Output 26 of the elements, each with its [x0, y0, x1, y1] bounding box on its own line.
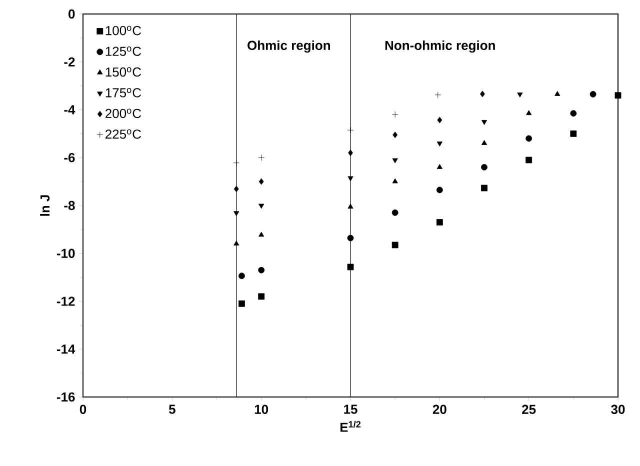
legend-label: 225$^{o}$C: [106, 129, 142, 139]
legend-label: 100$^{o}$C: [106, 26, 142, 36]
legend-label: 125$^{o}$C: [106, 46, 142, 56]
x-axis-title: E$^{1/2}$: [340, 420, 361, 432]
x-tick-label: 25: [522, 404, 536, 414]
legend-label: 150$^{o}$C: [106, 67, 142, 77]
y-tick-label: -12: [56, 296, 75, 306]
y-axis-title: ln J: [40, 195, 50, 216]
annotation: Ohmic region: [248, 40, 330, 53]
legend-label: 200$^{o}$C: [106, 108, 142, 118]
x-tick-label: 20: [432, 404, 446, 414]
x-tick-label: 5: [168, 404, 176, 414]
y-tick-label: -4: [64, 105, 76, 114]
x-tick-label: 0: [80, 404, 86, 414]
annotation: Non-ohmic region: [385, 40, 495, 53]
y-tick-label: -6: [64, 153, 75, 162]
y-tick-label: 0: [68, 9, 75, 19]
y-tick-label: -10: [56, 248, 75, 258]
x-tick-label: 10: [254, 404, 268, 414]
y-tick-label: -2: [64, 57, 75, 66]
y-tick-label: -14: [56, 344, 76, 354]
y-tick-label: -16: [56, 392, 75, 402]
legend-label: 175$^{o}$C: [106, 88, 142, 98]
x-tick-label: 30: [611, 404, 625, 414]
y-tick-label: -8: [64, 200, 75, 210]
x-tick-label: 15: [344, 404, 358, 414]
